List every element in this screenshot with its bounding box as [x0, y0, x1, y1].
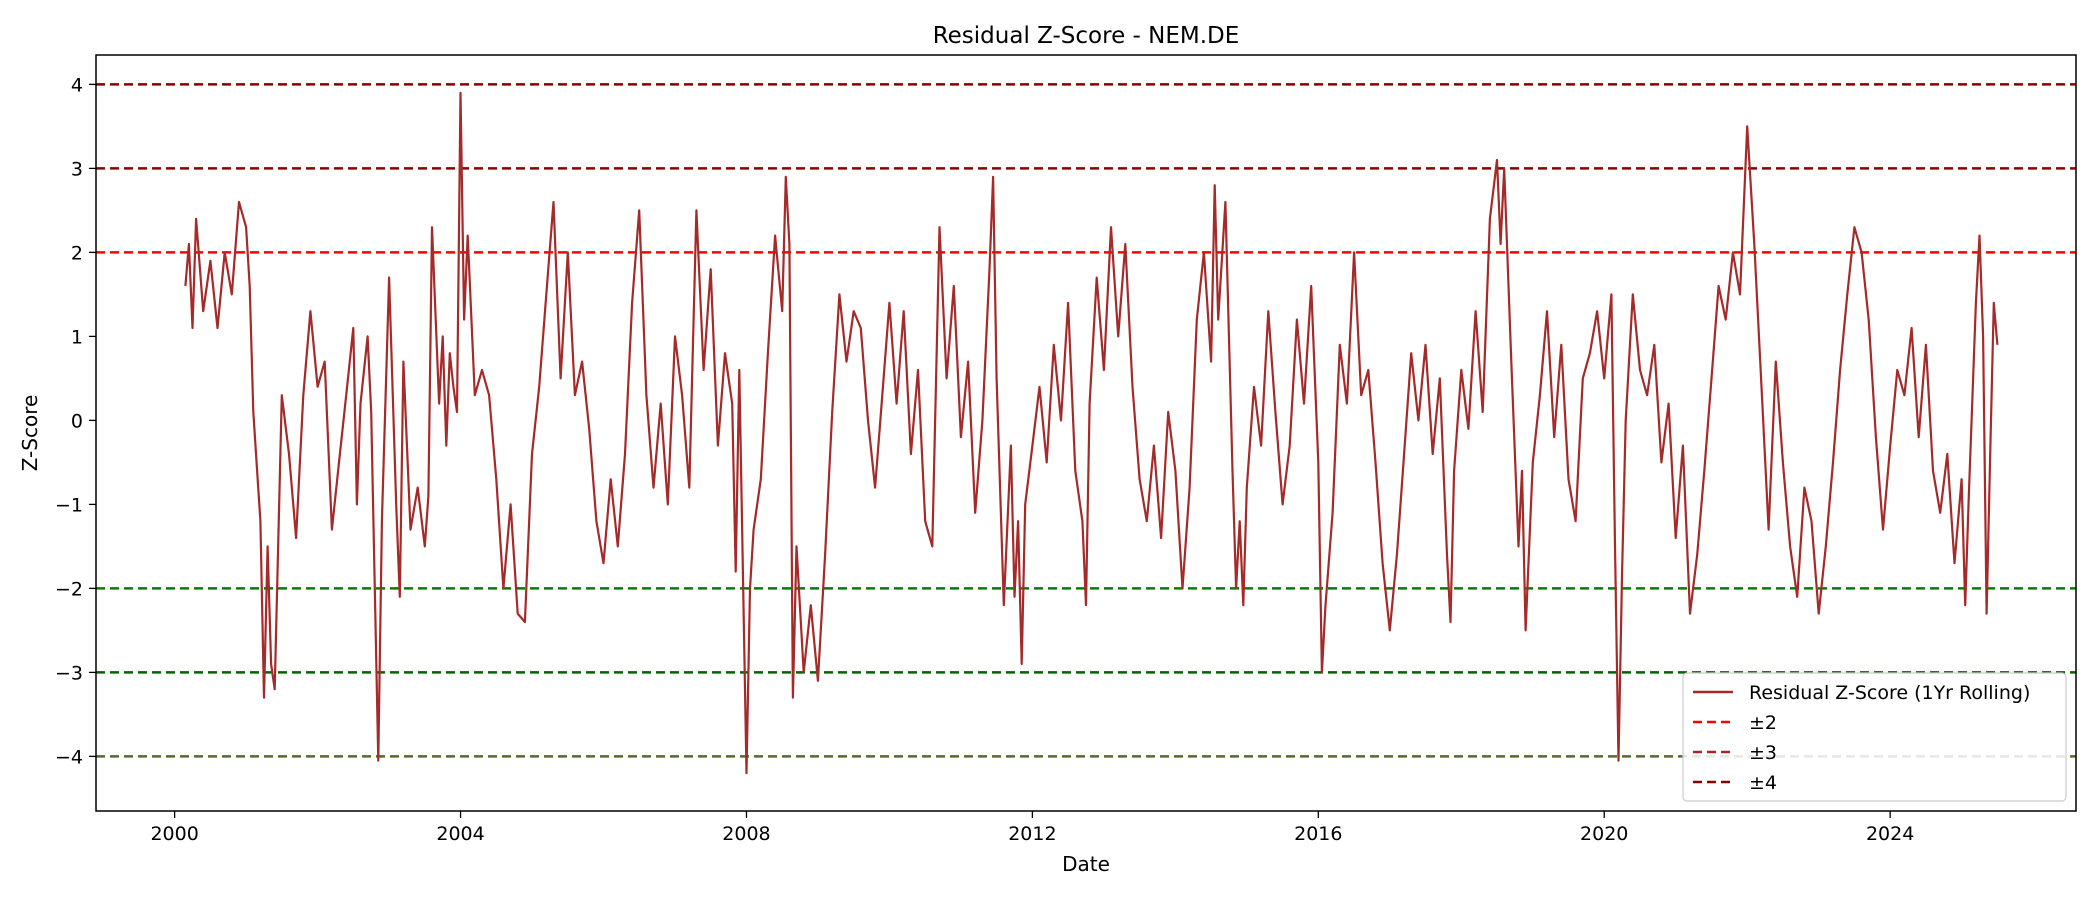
- y-tick-label: 1: [71, 326, 83, 348]
- x-tick-label: 2008: [722, 823, 770, 845]
- legend-label-series: Residual Z-Score (1Yr Rolling): [1749, 682, 2030, 704]
- series-layer: [184, 91, 1999, 775]
- x-tick-label: 2004: [436, 823, 484, 845]
- y-tick-label: −3: [55, 662, 83, 684]
- legend: Residual Z-Score (1Yr Rolling) ±2 ±3 ±4: [1682, 672, 2067, 802]
- y-tick-label: 0: [71, 410, 83, 432]
- chart-title: Residual Z-Score - NEM.DE: [933, 23, 1240, 49]
- legend-label-pm2: ±2: [1749, 712, 1777, 734]
- y-tick-label: −4: [55, 746, 83, 768]
- x-tick-label: 2000: [150, 823, 198, 845]
- threshold-lines: [96, 83, 2076, 758]
- x-axis-label: Date: [1062, 852, 1110, 876]
- y-tick-label: −1: [55, 494, 83, 516]
- legend-label-pm3: ±3: [1749, 742, 1777, 764]
- x-tick-label: 2016: [1294, 823, 1342, 845]
- x-tick-label: 2020: [1580, 823, 1628, 845]
- plot-frame: [95, 54, 2077, 812]
- x-axis: 2000 2004 2008 2012 2016 2020 2024: [150, 811, 1914, 845]
- x-tick-label: 2024: [1866, 823, 1914, 845]
- legend-label-pm4: ±4: [1749, 772, 1777, 794]
- y-tick-label: 2: [71, 242, 83, 264]
- x-tick-label: 2012: [1008, 823, 1056, 845]
- y-tick-label: 3: [71, 158, 83, 180]
- y-axis: 4 3 2 1 0 −1 −2 −3 −4: [55, 74, 96, 768]
- series-line-0: [184, 91, 1999, 775]
- legend-box: [1682, 672, 2067, 802]
- y-axis-label: Z-Score: [18, 395, 42, 472]
- y-tick-label: −2: [55, 578, 83, 600]
- y-tick-label: 4: [71, 74, 83, 96]
